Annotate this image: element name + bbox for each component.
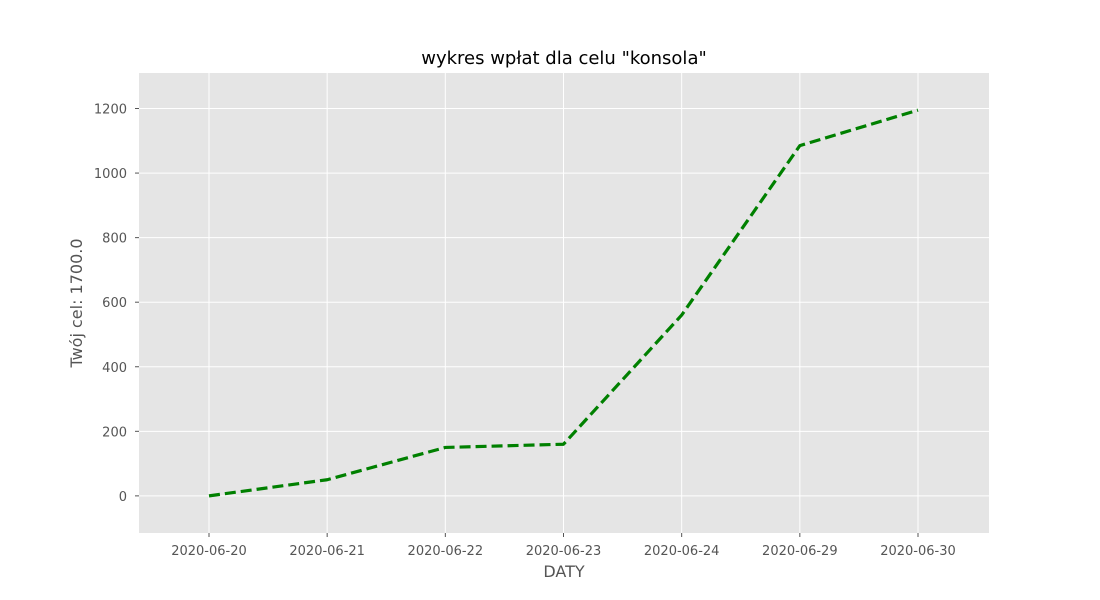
y-tick-label: 1000 (94, 167, 127, 182)
x-tick-label: 2020-06-30 (880, 544, 956, 559)
chart-title: wykres wpłat dla celu "konsola" (421, 48, 707, 69)
grid-lines (139, 73, 989, 533)
y-axis-ticks: 0 200 400 600 800 1000 1200 (94, 103, 139, 505)
y-tick-label: 200 (102, 425, 127, 440)
y-tick-label: 400 (102, 361, 127, 376)
x-tick-label: 2020-06-21 (289, 544, 365, 559)
y-tick-label: 800 (102, 232, 127, 247)
x-tick-label: 2020-06-24 (644, 544, 720, 559)
x-axis-ticks: 2020-06-20 2020-06-21 2020-06-22 2020-06-23… (171, 533, 956, 559)
y-tick-label: 600 (102, 296, 127, 311)
y-axis-label: Twój cel: 1700.0 (67, 238, 86, 368)
y-tick-label: 0 (119, 490, 127, 505)
x-tick-label: 2020-06-23 (526, 544, 602, 559)
x-tick-label: 2020-06-22 (408, 544, 484, 559)
x-tick-label: 2020-06-29 (762, 544, 838, 559)
x-axis-label: DATY (543, 562, 585, 581)
y-tick-label: 1200 (94, 103, 127, 118)
series-layer (208, 108, 919, 498)
x-tick-label: 2020-06-20 (171, 544, 247, 559)
